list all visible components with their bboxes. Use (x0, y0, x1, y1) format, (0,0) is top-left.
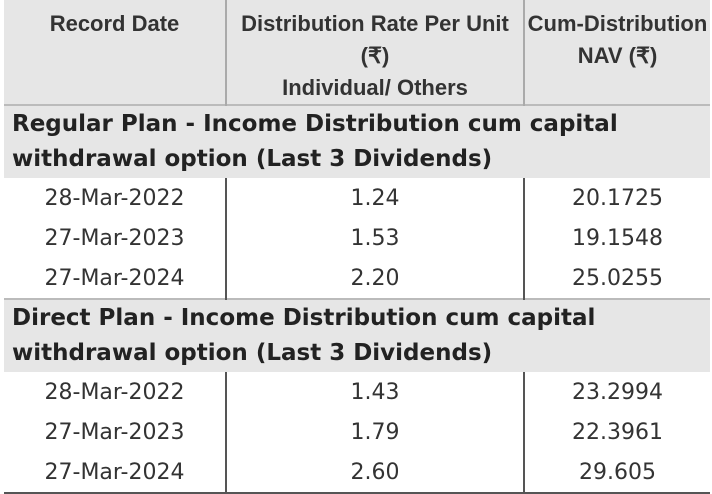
section-title: Direct Plan - Income Distribution cum ca… (4, 298, 710, 372)
data-cell: 1.79 (226, 412, 525, 452)
data-cell: 27-Mar-2024 (4, 452, 227, 494)
data-cell: 2.60 (226, 452, 525, 494)
header-cell: Cum-Distribution NAV (₹) (524, 0, 710, 105)
data-row: 27-Mar-2024 2.60 29.605 (4, 452, 710, 494)
header-text: NAV (₹) (577, 43, 658, 68)
distribution-table: Record Date Distribution Rate Per Unit (₹… (4, 0, 710, 494)
header-row: Record Date Distribution Rate Per Unit (₹… (4, 0, 710, 105)
header-text: Record Date (49, 11, 180, 36)
data-row: 27-Mar-2023 1.79 22.3961 (4, 412, 710, 452)
table-header: Record Date Distribution Rate Per Unit (₹… (4, 0, 710, 105)
data-row: 27-Mar-2023 1.53 19.1548 (4, 218, 710, 258)
data-row: 28-Mar-2022 1.24 20.1725 (4, 178, 710, 218)
header-text: Distribution Rate Per Unit (₹) (241, 11, 509, 68)
section-title: Regular Plan - Income Distribution cum c… (4, 104, 710, 178)
data-cell: 1.53 (226, 218, 525, 258)
header-text: Individual/ Others (282, 75, 468, 100)
data-cell: 29.605 (524, 452, 710, 494)
data-cell: 22.3961 (572, 419, 663, 445)
data-cell: 28-Mar-2022 (4, 178, 227, 218)
data-cell: 2.20 (226, 258, 525, 299)
data-cell: 23.2994 (572, 379, 663, 405)
data-cell: 1.24 (226, 178, 525, 218)
data-cell: 27-Mar-2023 (4, 218, 227, 258)
header-cell: Record Date (4, 0, 227, 105)
section-title-row: Regular Plan - Income Distribution cum c… (4, 104, 710, 178)
section-title-row: Direct Plan - Income Distribution cum ca… (4, 298, 710, 372)
data-cell: 25.0255 (572, 265, 663, 291)
data-row: 27-Mar-2024 2.20 25.0255 (4, 258, 710, 299)
data-cell: 19.1548 (572, 225, 663, 251)
data-cell: 20.1725 (572, 185, 663, 211)
data-cell: 1.43 (226, 372, 525, 412)
data-cell: 27-Mar-2023 (4, 412, 227, 452)
section: Direct Plan - Income Distribution cum ca… (4, 298, 710, 494)
data-row: 28-Mar-2022 1.43 23.2994 (4, 372, 710, 412)
data-cell: 28-Mar-2022 (4, 372, 227, 412)
section: Regular Plan - Income Distribution cum c… (4, 104, 710, 299)
header-cell: Distribution Rate Per Unit (₹) Individual… (226, 0, 525, 105)
header-text: Cum-Distribution (527, 11, 708, 36)
data-cell: 27-Mar-2024 (4, 258, 227, 299)
